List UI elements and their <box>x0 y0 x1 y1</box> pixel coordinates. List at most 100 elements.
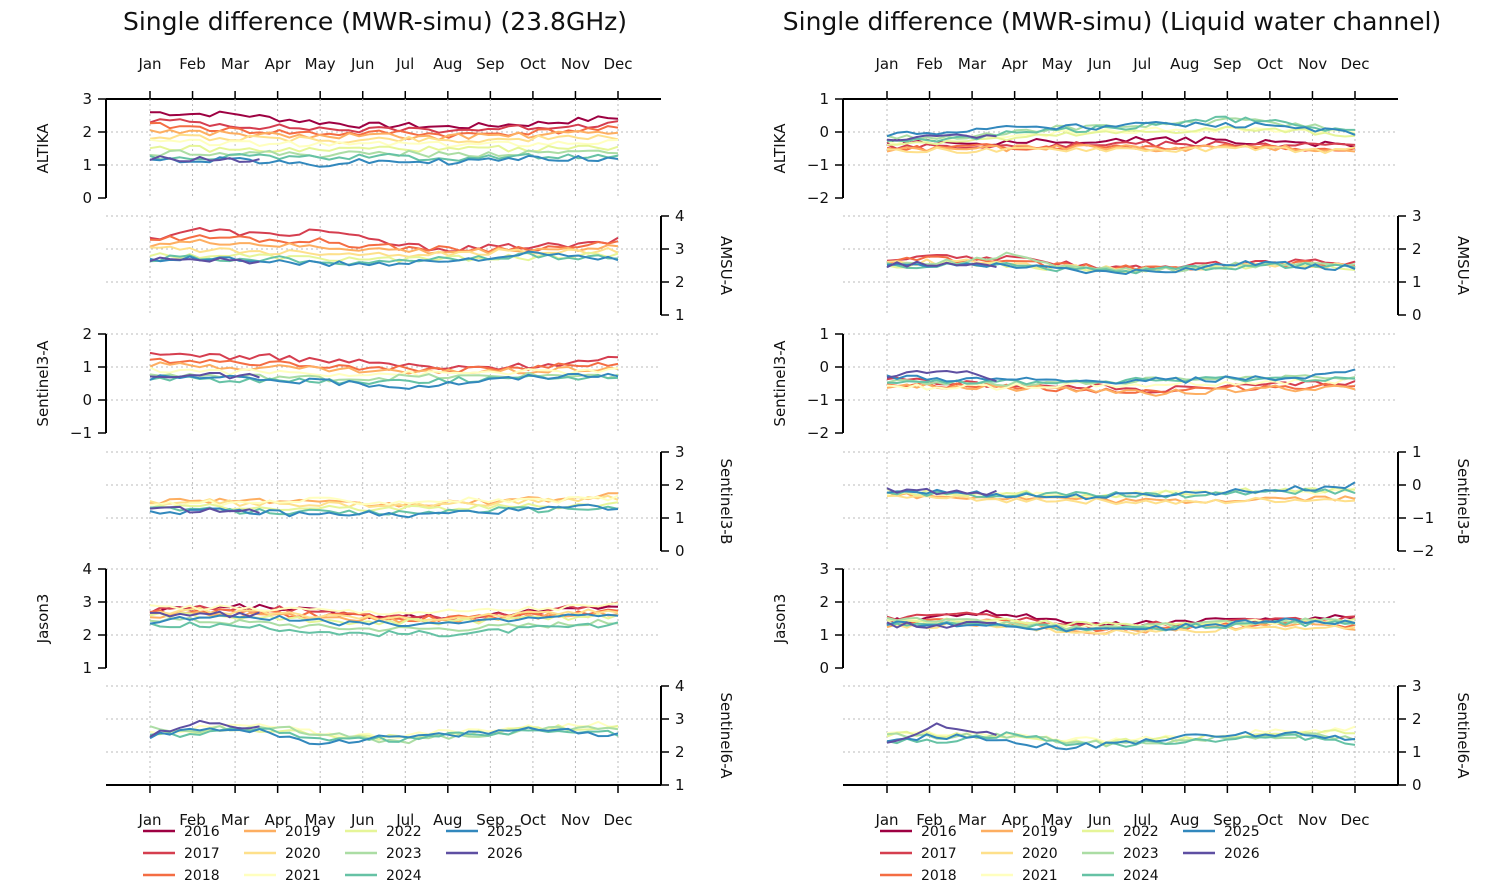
series-line-2025 <box>149 372 619 390</box>
bottom-x-tick-label: Feb <box>916 811 943 829</box>
y-tick-label: 1 <box>1412 443 1422 461</box>
top-x-tick-label: Jun <box>350 55 374 73</box>
y-tick-label: −1 <box>70 424 92 442</box>
series-line-2020 <box>886 144 1356 155</box>
y-tick-label: 1 <box>82 358 92 376</box>
top-x-tick-label: May <box>305 55 336 73</box>
y-tick-label: 1 <box>675 306 685 324</box>
series-line-2019 <box>886 491 1356 504</box>
series-line-2021 <box>886 377 1356 391</box>
y-tick-label: 2 <box>819 593 829 611</box>
bottom-x-tick-label: May <box>1042 811 1073 829</box>
y-tick-label: 0 <box>675 542 685 560</box>
series-line-2016 <box>149 110 619 130</box>
top-x-tick-label: Nov <box>1298 55 1327 73</box>
bottom-x-tick-label: Oct <box>1257 811 1283 829</box>
series-line-2024 <box>149 621 619 638</box>
top-x-tick-label: Jan <box>874 55 898 73</box>
series-line-2016 <box>886 136 1356 149</box>
legend-label-2024: 2024 <box>386 868 422 883</box>
y-tick-label: −2 <box>807 189 829 207</box>
bottom-x-tick-label: Jul <box>1132 811 1151 829</box>
y-tick-label: 2 <box>82 626 92 644</box>
y-tick-label: 3 <box>675 240 685 258</box>
y-tick-label: −2 <box>807 424 829 442</box>
panel-label: Sentinel3-B <box>1454 459 1472 545</box>
bottom-x-tick-label: Aug <box>433 811 462 829</box>
y-tick-label: 0 <box>1412 306 1422 324</box>
top-x-tick-label: Aug <box>1170 55 1199 73</box>
y-tick-label: 1 <box>675 776 685 794</box>
series-line-2024 <box>886 375 1356 386</box>
top-x-tick-label: Sep <box>476 55 504 73</box>
top-x-tick-label: Feb <box>179 55 206 73</box>
series-line-2026 <box>149 256 260 265</box>
right-chart-title: Single difference (MWR-simu) (Liquid wat… <box>783 7 1442 36</box>
plot-layer: Jan Feb Mar Apr May Jun Jul Aug Sep Oct Nov Dec Jan F… <box>34 55 1472 829</box>
top-x-tick-label: Jun <box>1087 55 1111 73</box>
y-tick-label: 2 <box>82 123 92 141</box>
y-tick-label: 2 <box>675 743 685 761</box>
legend-label-2023: 2023 <box>386 846 422 862</box>
top-x-tick-label: Aug <box>433 55 462 73</box>
legend-right: 2016 2017 2018 2019 2020 2021 2022 2023 2024 2025… <box>880 824 1260 884</box>
series-line-2021 <box>149 494 619 508</box>
series-line-2019 <box>149 361 619 375</box>
panel-jason3: 0 1 2 3 Jason3 <box>771 560 1398 677</box>
series-line-2026 <box>149 505 260 514</box>
y-tick-label: 0 <box>1412 476 1422 494</box>
series-line-2026 <box>149 719 260 738</box>
series-line-2026 <box>149 155 260 163</box>
legend-label-2021: 2021 <box>285 868 321 883</box>
panel-label: Sentinel3-A <box>771 340 789 427</box>
y-tick-label: 3 <box>675 443 685 461</box>
legend-label-2016: 2016 <box>921 824 957 840</box>
legend-label-2025: 2025 <box>1224 824 1260 840</box>
y-tick-label: −1 <box>807 156 829 174</box>
series-line-2025 <box>886 368 1356 385</box>
panel-label: ALTIKA <box>771 123 789 174</box>
y-tick-label: 0 <box>819 659 829 677</box>
y-tick-label: 0 <box>82 189 92 207</box>
series-line-2020 <box>149 133 619 145</box>
y-tick-label: 0 <box>1412 776 1422 794</box>
bottom-x-tick-label: Jul <box>395 811 414 829</box>
chart-right: Jan Feb Mar Apr May Jun Jul Aug Sep Oct Nov Dec Jan F… <box>771 55 1472 829</box>
legend-label-2023: 2023 <box>1123 846 1159 862</box>
series-line-2025 <box>886 260 1356 275</box>
panel-amsu-a: 1 2 3 4 AMSU-A <box>106 207 735 324</box>
panel-label: ALTIKA <box>34 123 52 174</box>
series-line-2025 <box>886 617 1356 633</box>
bottom-x-tick-label: Dec <box>603 811 632 829</box>
series-line-2026 <box>886 620 997 629</box>
y-tick-label: 3 <box>1412 677 1422 695</box>
top-x-tick-label: Dec <box>603 55 632 73</box>
legend-label-2017: 2017 <box>921 846 957 862</box>
series-line-2026 <box>886 133 997 142</box>
top-x-tick-label: Jan <box>137 55 161 73</box>
y-tick-label: −1 <box>1412 509 1434 527</box>
legend-label-2019: 2019 <box>1022 824 1058 840</box>
series-line-2022 <box>886 125 1356 146</box>
legend-label-2025: 2025 <box>487 824 523 840</box>
panel-altika: 0 1 2 3 ALTIKA <box>34 90 661 207</box>
bottom-x-tick-label: Nov <box>1298 811 1327 829</box>
panel-label: AMSU-A <box>717 236 735 296</box>
top-x-tick-label: Mar <box>221 55 250 73</box>
series-line-2026 <box>150 610 260 619</box>
top-x-tick-label: Oct <box>520 55 546 73</box>
series-line-2023 <box>886 117 1356 141</box>
top-x-tick-label: Jul <box>395 55 414 73</box>
series-line-2026 <box>886 487 997 496</box>
series-line-2017 <box>149 118 619 134</box>
panel-sentinel3-b: 0 1 2 3 Sentinel3-B <box>106 443 735 560</box>
series-line-2018 <box>149 357 619 374</box>
series-line-2025 <box>149 726 619 746</box>
y-tick-label: 3 <box>82 593 92 611</box>
legend-label-2022: 2022 <box>1123 824 1159 840</box>
series-line-2018 <box>149 121 619 139</box>
y-tick-label: −1 <box>807 391 829 409</box>
top-x-tick-label: Nov <box>561 55 590 73</box>
series-line-2020 <box>149 606 619 622</box>
